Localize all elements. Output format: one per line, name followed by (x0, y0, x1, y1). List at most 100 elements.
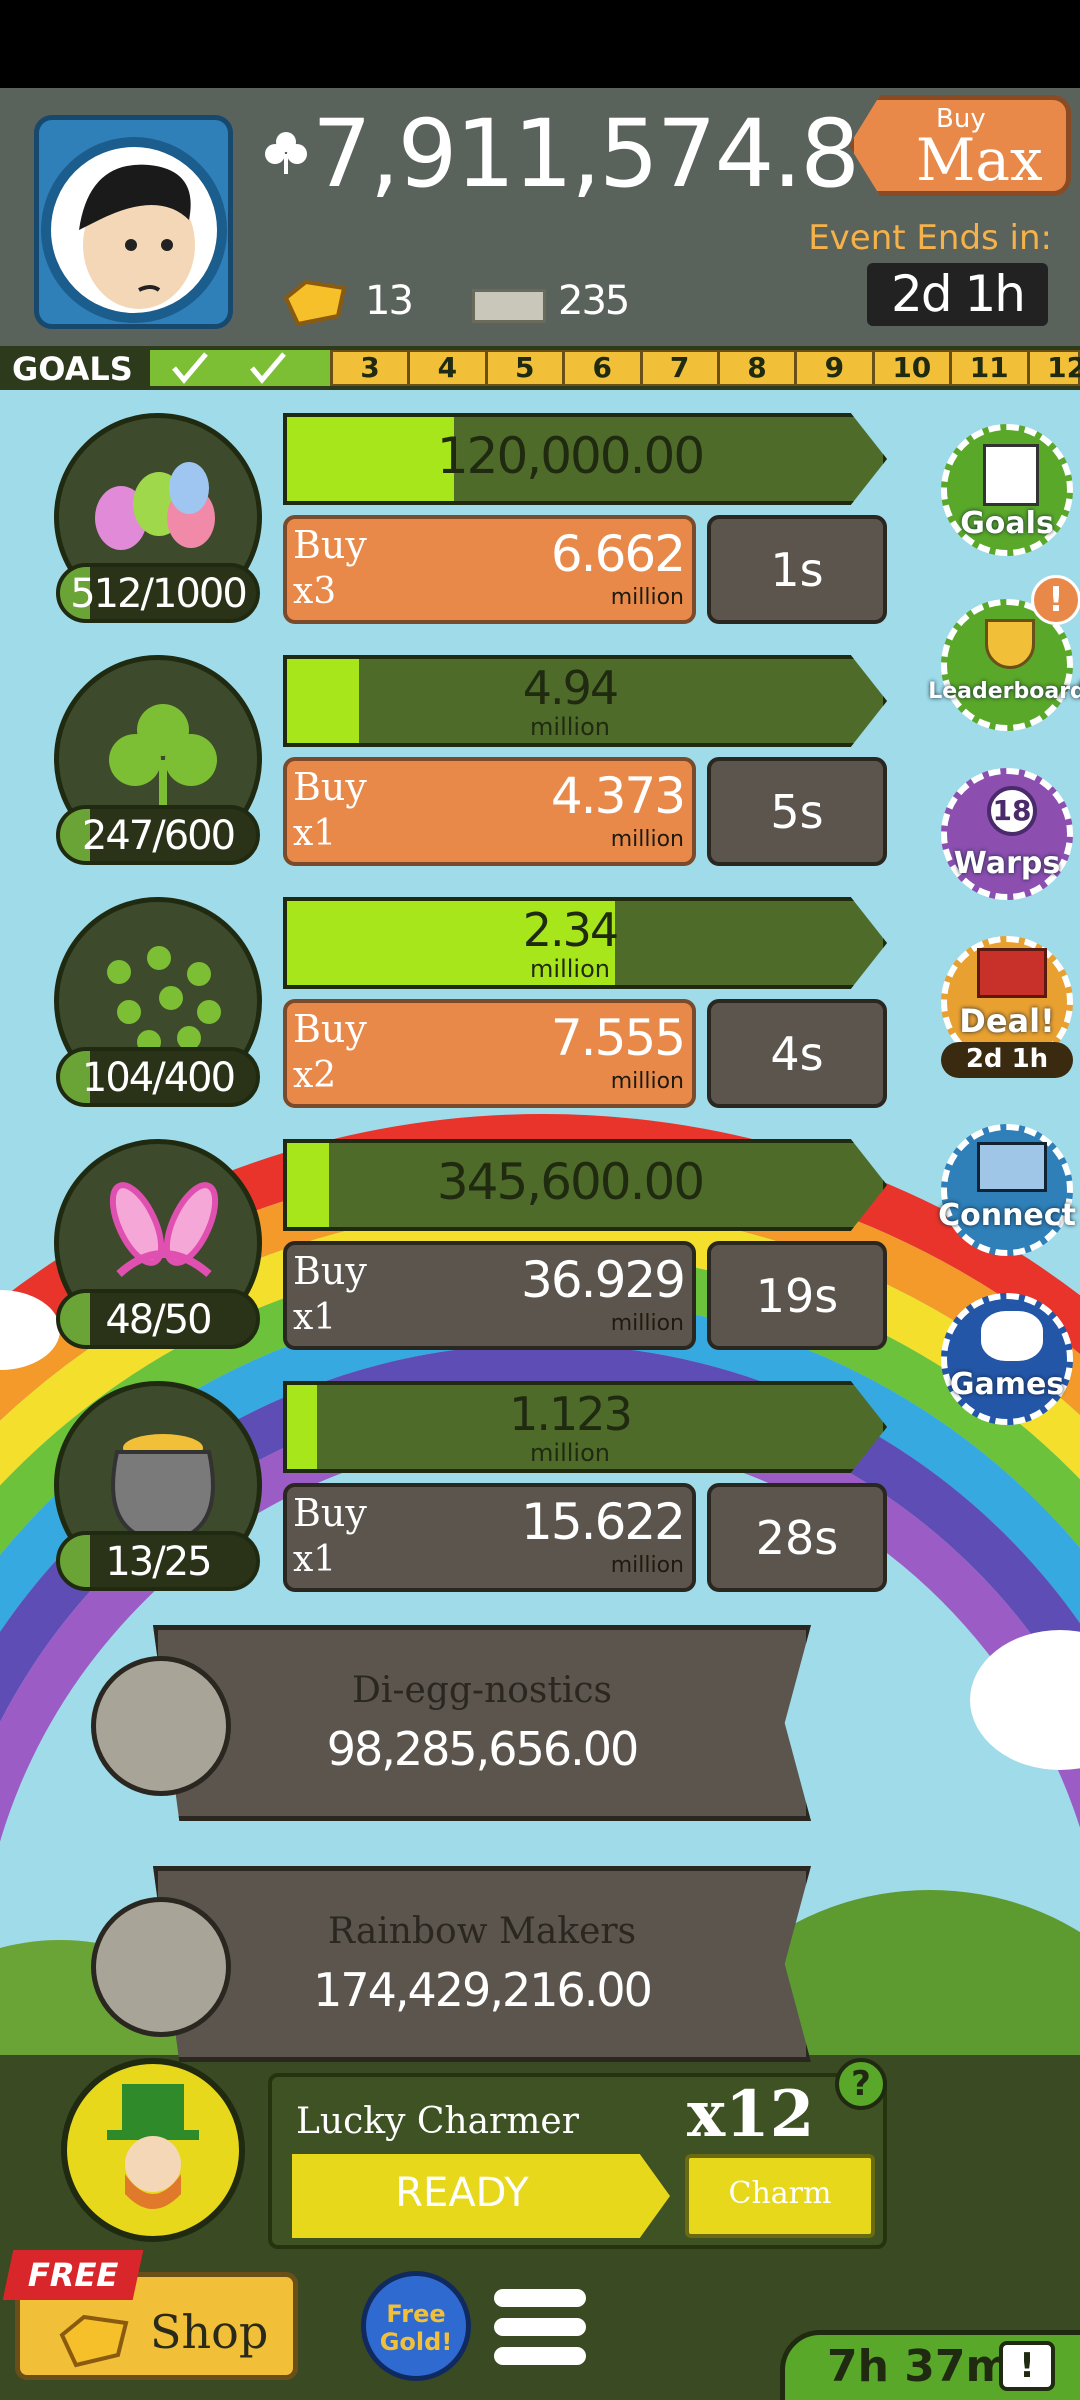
goals-bar: GOALS 3 4 5 6 7 8 9 10 11 12 (0, 346, 1080, 390)
profit-progress (287, 659, 359, 743)
goals-button[interactable]: Goals (941, 424, 1073, 556)
business-art (107, 946, 221, 1054)
buy-button[interactable]: Buy x2 7.555 million (283, 999, 696, 1108)
leaderboard-text: Leaderboard (928, 679, 1080, 704)
charm-button[interactable]: Charm (685, 2154, 875, 2238)
profit-progress (287, 1385, 317, 1469)
goal-step-divider (484, 350, 488, 386)
goal-step-divider (330, 350, 333, 386)
profit-value: 4.94 (522, 661, 619, 715)
games-button[interactable]: Games (941, 1293, 1073, 1425)
event-timer: 2d 1h (867, 263, 1048, 326)
goal-step: 6 (592, 351, 612, 384)
goals-label: GOALS (12, 350, 133, 388)
connect-button[interactable]: Connect (938, 1124, 1076, 1256)
free-badge: FREE (2, 2250, 144, 2300)
timer-pill[interactable]: 7h 37m ! (780, 2330, 1080, 2400)
deal-button[interactable]: Deal! 2d 1h (941, 936, 1073, 1078)
goal-step: 4 (437, 351, 458, 384)
avatar-art (41, 137, 227, 323)
max-label: Max (916, 126, 1043, 194)
profit-value: 345,600.00 (436, 1153, 705, 1211)
avatar[interactable] (34, 115, 233, 329)
owned-count: 13/25 (105, 1539, 212, 1585)
profit-bar[interactable]: 345,600.00 (283, 1139, 887, 1231)
profit-bar[interactable]: 2.34 million (283, 897, 887, 989)
owned-fill (60, 1293, 90, 1345)
shop-gold-icon (59, 2314, 129, 2368)
buy-button[interactable]: Buy x1 4.373 million (283, 757, 696, 866)
buy-button[interactable]: Buy x1 36.929 million (283, 1241, 696, 1350)
buy-max-button[interactable]: Buy Max (849, 95, 1071, 196)
goal-step-divider (949, 350, 953, 386)
buy-label: Buy (293, 1491, 367, 1535)
goals-text: Goals (960, 506, 1054, 541)
business-art (109, 1182, 219, 1278)
profit-progress (287, 417, 454, 501)
buy-cost-unit: million (610, 1311, 684, 1336)
manager-panel[interactable]: Rainbow Makers 174,429,216.00 (153, 1866, 811, 2062)
profit-bar[interactable]: 120,000.00 (283, 413, 887, 505)
connect-icon (977, 1142, 1047, 1192)
buy-button[interactable]: Buy x1 15.622 million (283, 1483, 696, 1592)
warps-text: Warps (953, 846, 1061, 881)
goals-fill (150, 350, 330, 386)
goal-step: 9 (824, 351, 845, 384)
profit-bar[interactable]: 4.94 million (283, 655, 887, 747)
deal-icon (977, 948, 1047, 998)
ready-text: READY (395, 2170, 529, 2216)
buy-cost: 6.662 (550, 525, 686, 583)
warps-button[interactable]: 18 Warps (941, 768, 1073, 900)
buy-cost-unit: million (610, 1069, 684, 1094)
buy-multiplier: x1 (293, 1539, 337, 1580)
profit-value: 120,000.00 (436, 427, 705, 485)
manager-name: Rainbow Makers (327, 1911, 637, 1952)
owned-count: 512/1000 (70, 571, 248, 617)
timer-box: 19s (707, 1241, 887, 1350)
goal-step-divider (639, 350, 643, 386)
clover-icon (265, 132, 307, 174)
goal-step: 7 (669, 351, 690, 384)
buy-label: Buy (293, 765, 367, 809)
goal-step: 12 (1047, 351, 1080, 384)
buy-button[interactable]: Buy x3 6.662 million (283, 515, 696, 624)
manager-panel[interactable]: Di-egg-nostics 98,285,656.00 (153, 1625, 811, 1821)
leaderboard-button[interactable]: Leaderboard ! (928, 575, 1080, 731)
megabucks-count: 235 (558, 278, 630, 324)
owned-count: 48/50 (105, 1297, 212, 1343)
leprechaun-art (107, 2084, 199, 2209)
business-art (95, 462, 215, 550)
profit-unit: million (530, 1439, 610, 1467)
timer-text: 1s (770, 543, 824, 597)
menu-button[interactable] (490, 2285, 590, 2369)
goal-step-divider (407, 350, 411, 386)
owned-fill (60, 809, 90, 861)
deal-time: 2d 1h (941, 1042, 1073, 1078)
owned-fill (60, 567, 90, 619)
free-gold-button[interactable]: Free Gold! (361, 2271, 471, 2381)
owned-pill: 104/400 (56, 1047, 260, 1107)
timer-alert: ! (999, 2341, 1055, 2391)
manager-price: 98,285,656.00 (326, 1722, 640, 1776)
timer-text: 7h 37m (827, 2341, 1012, 2392)
warps-count: 18 (987, 786, 1037, 836)
charmer-panel: Lucky Charmer x12 READY Charm (268, 2073, 887, 2249)
timer-text: 4s (770, 1027, 824, 1081)
manager-portrait (91, 1897, 231, 2037)
owned-pill: 247/600 (56, 805, 260, 865)
buy-label: Buy (293, 1249, 367, 1293)
goal-step-divider (871, 350, 875, 386)
games-icon (981, 1311, 1043, 1361)
help-button[interactable]: ? (835, 2058, 887, 2110)
charmer-portrait[interactable] (61, 2058, 245, 2242)
buy-cost: 7.555 (550, 1009, 686, 1067)
ready-bar[interactable]: READY (292, 2154, 670, 2238)
buy-cost-unit: million (610, 585, 684, 610)
timer-box: 4s (707, 999, 887, 1108)
timer-box: 1s (707, 515, 887, 624)
leaderboard-alert: ! (1031, 575, 1080, 625)
buy-multiplier: x2 (293, 1055, 337, 1096)
profit-bar[interactable]: 1.123 million (283, 1381, 887, 1473)
buy-cost: 4.373 (550, 767, 686, 825)
